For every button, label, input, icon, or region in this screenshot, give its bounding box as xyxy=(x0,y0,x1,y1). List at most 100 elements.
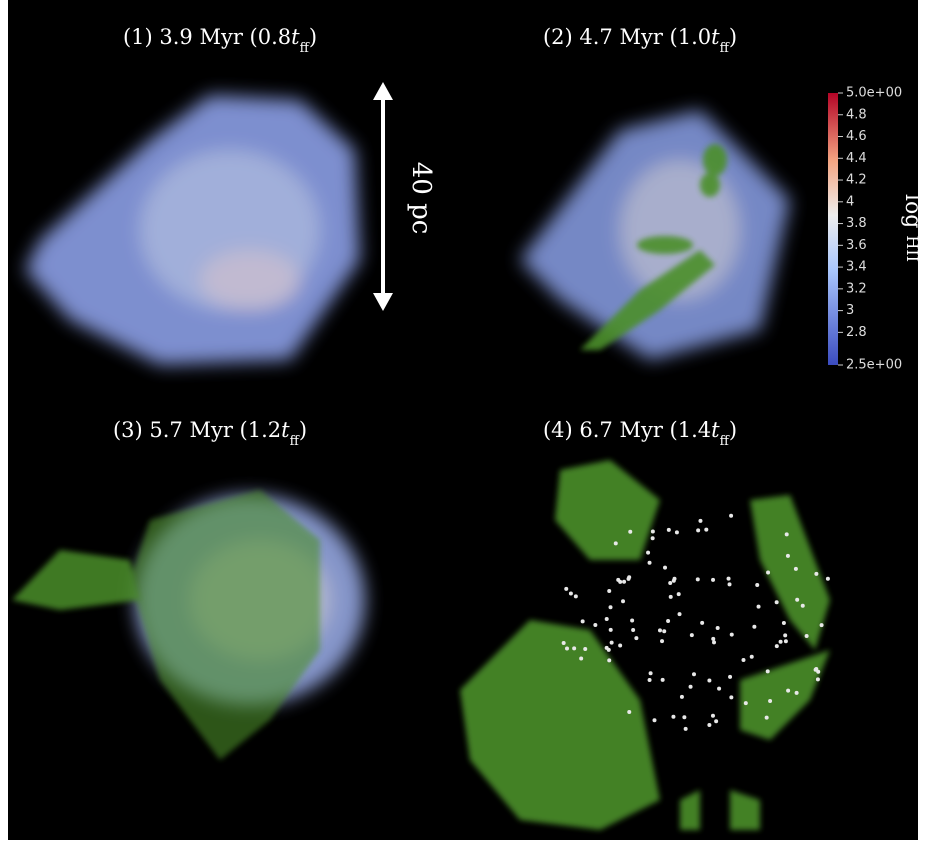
star xyxy=(631,628,635,632)
star xyxy=(661,678,665,682)
star xyxy=(786,689,790,693)
star xyxy=(698,519,702,523)
star xyxy=(744,701,748,705)
star xyxy=(727,577,731,581)
star xyxy=(583,647,587,651)
colorbar-label-sub: HII xyxy=(904,235,923,262)
colorbar-tick-label: 4.8 xyxy=(846,107,867,122)
title-text: (2) 4.7 Myr (1.0 xyxy=(543,25,711,49)
colorbar-tick-label: 4.6 xyxy=(846,129,867,144)
colorbar-tick-label: 2.5e+00 xyxy=(846,358,902,373)
star xyxy=(579,656,583,660)
star xyxy=(816,677,820,681)
star xyxy=(711,578,715,582)
colorbar-tick-label: 2.8 xyxy=(846,325,867,340)
star xyxy=(648,561,652,565)
star xyxy=(826,577,830,581)
title-text: (3) 5.7 Myr (1.2 xyxy=(113,418,281,442)
star xyxy=(572,646,576,650)
star xyxy=(607,648,611,652)
star xyxy=(704,528,708,532)
star xyxy=(616,578,620,582)
star xyxy=(690,633,694,637)
star xyxy=(752,625,756,629)
star xyxy=(785,532,789,536)
star xyxy=(658,628,662,632)
star xyxy=(712,640,716,644)
colorbar-tick-label: 5.0e+00 xyxy=(846,86,902,101)
colorbar-tick-label: 3.6 xyxy=(846,238,867,253)
star xyxy=(614,541,618,545)
star xyxy=(814,667,818,671)
star xyxy=(779,640,783,644)
star xyxy=(609,605,613,609)
star xyxy=(765,716,769,720)
title-text: ) xyxy=(729,25,737,49)
star xyxy=(649,671,653,675)
star xyxy=(766,571,770,575)
star xyxy=(783,633,787,637)
star xyxy=(569,592,573,596)
star xyxy=(820,623,824,627)
star xyxy=(682,715,686,719)
colorbar-tick-label: 3 xyxy=(846,303,854,318)
title-text: ) xyxy=(729,418,737,442)
star xyxy=(814,572,818,576)
star xyxy=(622,580,626,584)
star xyxy=(729,514,733,518)
star xyxy=(663,566,667,570)
star xyxy=(786,554,790,558)
colorbar-tick-label: 3.8 xyxy=(846,216,867,231)
star xyxy=(711,637,715,641)
colorbar-tick-label: 3.4 xyxy=(846,260,867,275)
star xyxy=(717,687,721,691)
star xyxy=(707,678,711,682)
star xyxy=(692,672,696,676)
colorbar-tick-label: 4.4 xyxy=(846,151,867,166)
star xyxy=(689,685,693,689)
star xyxy=(782,621,786,625)
star xyxy=(768,699,772,703)
star xyxy=(757,605,761,609)
star xyxy=(755,583,759,587)
scale-label: 40 pc xyxy=(406,162,436,235)
star xyxy=(564,587,568,591)
star xyxy=(634,636,638,640)
star xyxy=(646,551,650,555)
star xyxy=(581,619,585,623)
star xyxy=(651,530,655,534)
star xyxy=(784,639,788,643)
star xyxy=(609,628,613,632)
star xyxy=(574,594,578,598)
star xyxy=(627,710,631,714)
star xyxy=(707,723,711,727)
star xyxy=(668,581,672,585)
star xyxy=(651,536,655,540)
star xyxy=(628,530,632,534)
star xyxy=(677,592,681,596)
star xyxy=(680,695,684,699)
star xyxy=(711,714,715,718)
star xyxy=(728,582,732,586)
star xyxy=(667,528,671,532)
star xyxy=(673,577,677,581)
figure: (1) 3.9 Myr (0.8tff) (2) 4.7 Myr (1.0tff… xyxy=(0,0,926,849)
star xyxy=(593,623,597,627)
star xyxy=(627,577,631,581)
star xyxy=(696,577,700,581)
star xyxy=(678,612,682,616)
star xyxy=(669,595,673,599)
colorbar-tick-label: 4 xyxy=(846,194,854,209)
star xyxy=(794,567,798,571)
star xyxy=(662,629,666,633)
star xyxy=(618,644,622,648)
star xyxy=(684,727,688,731)
star xyxy=(562,641,566,645)
star xyxy=(775,644,779,648)
colorbar-gradient xyxy=(828,93,838,365)
star xyxy=(565,646,569,650)
colorbar-label: log HII xyxy=(900,194,925,262)
star xyxy=(729,695,733,699)
star xyxy=(700,621,704,625)
title-text: ) xyxy=(309,25,317,49)
